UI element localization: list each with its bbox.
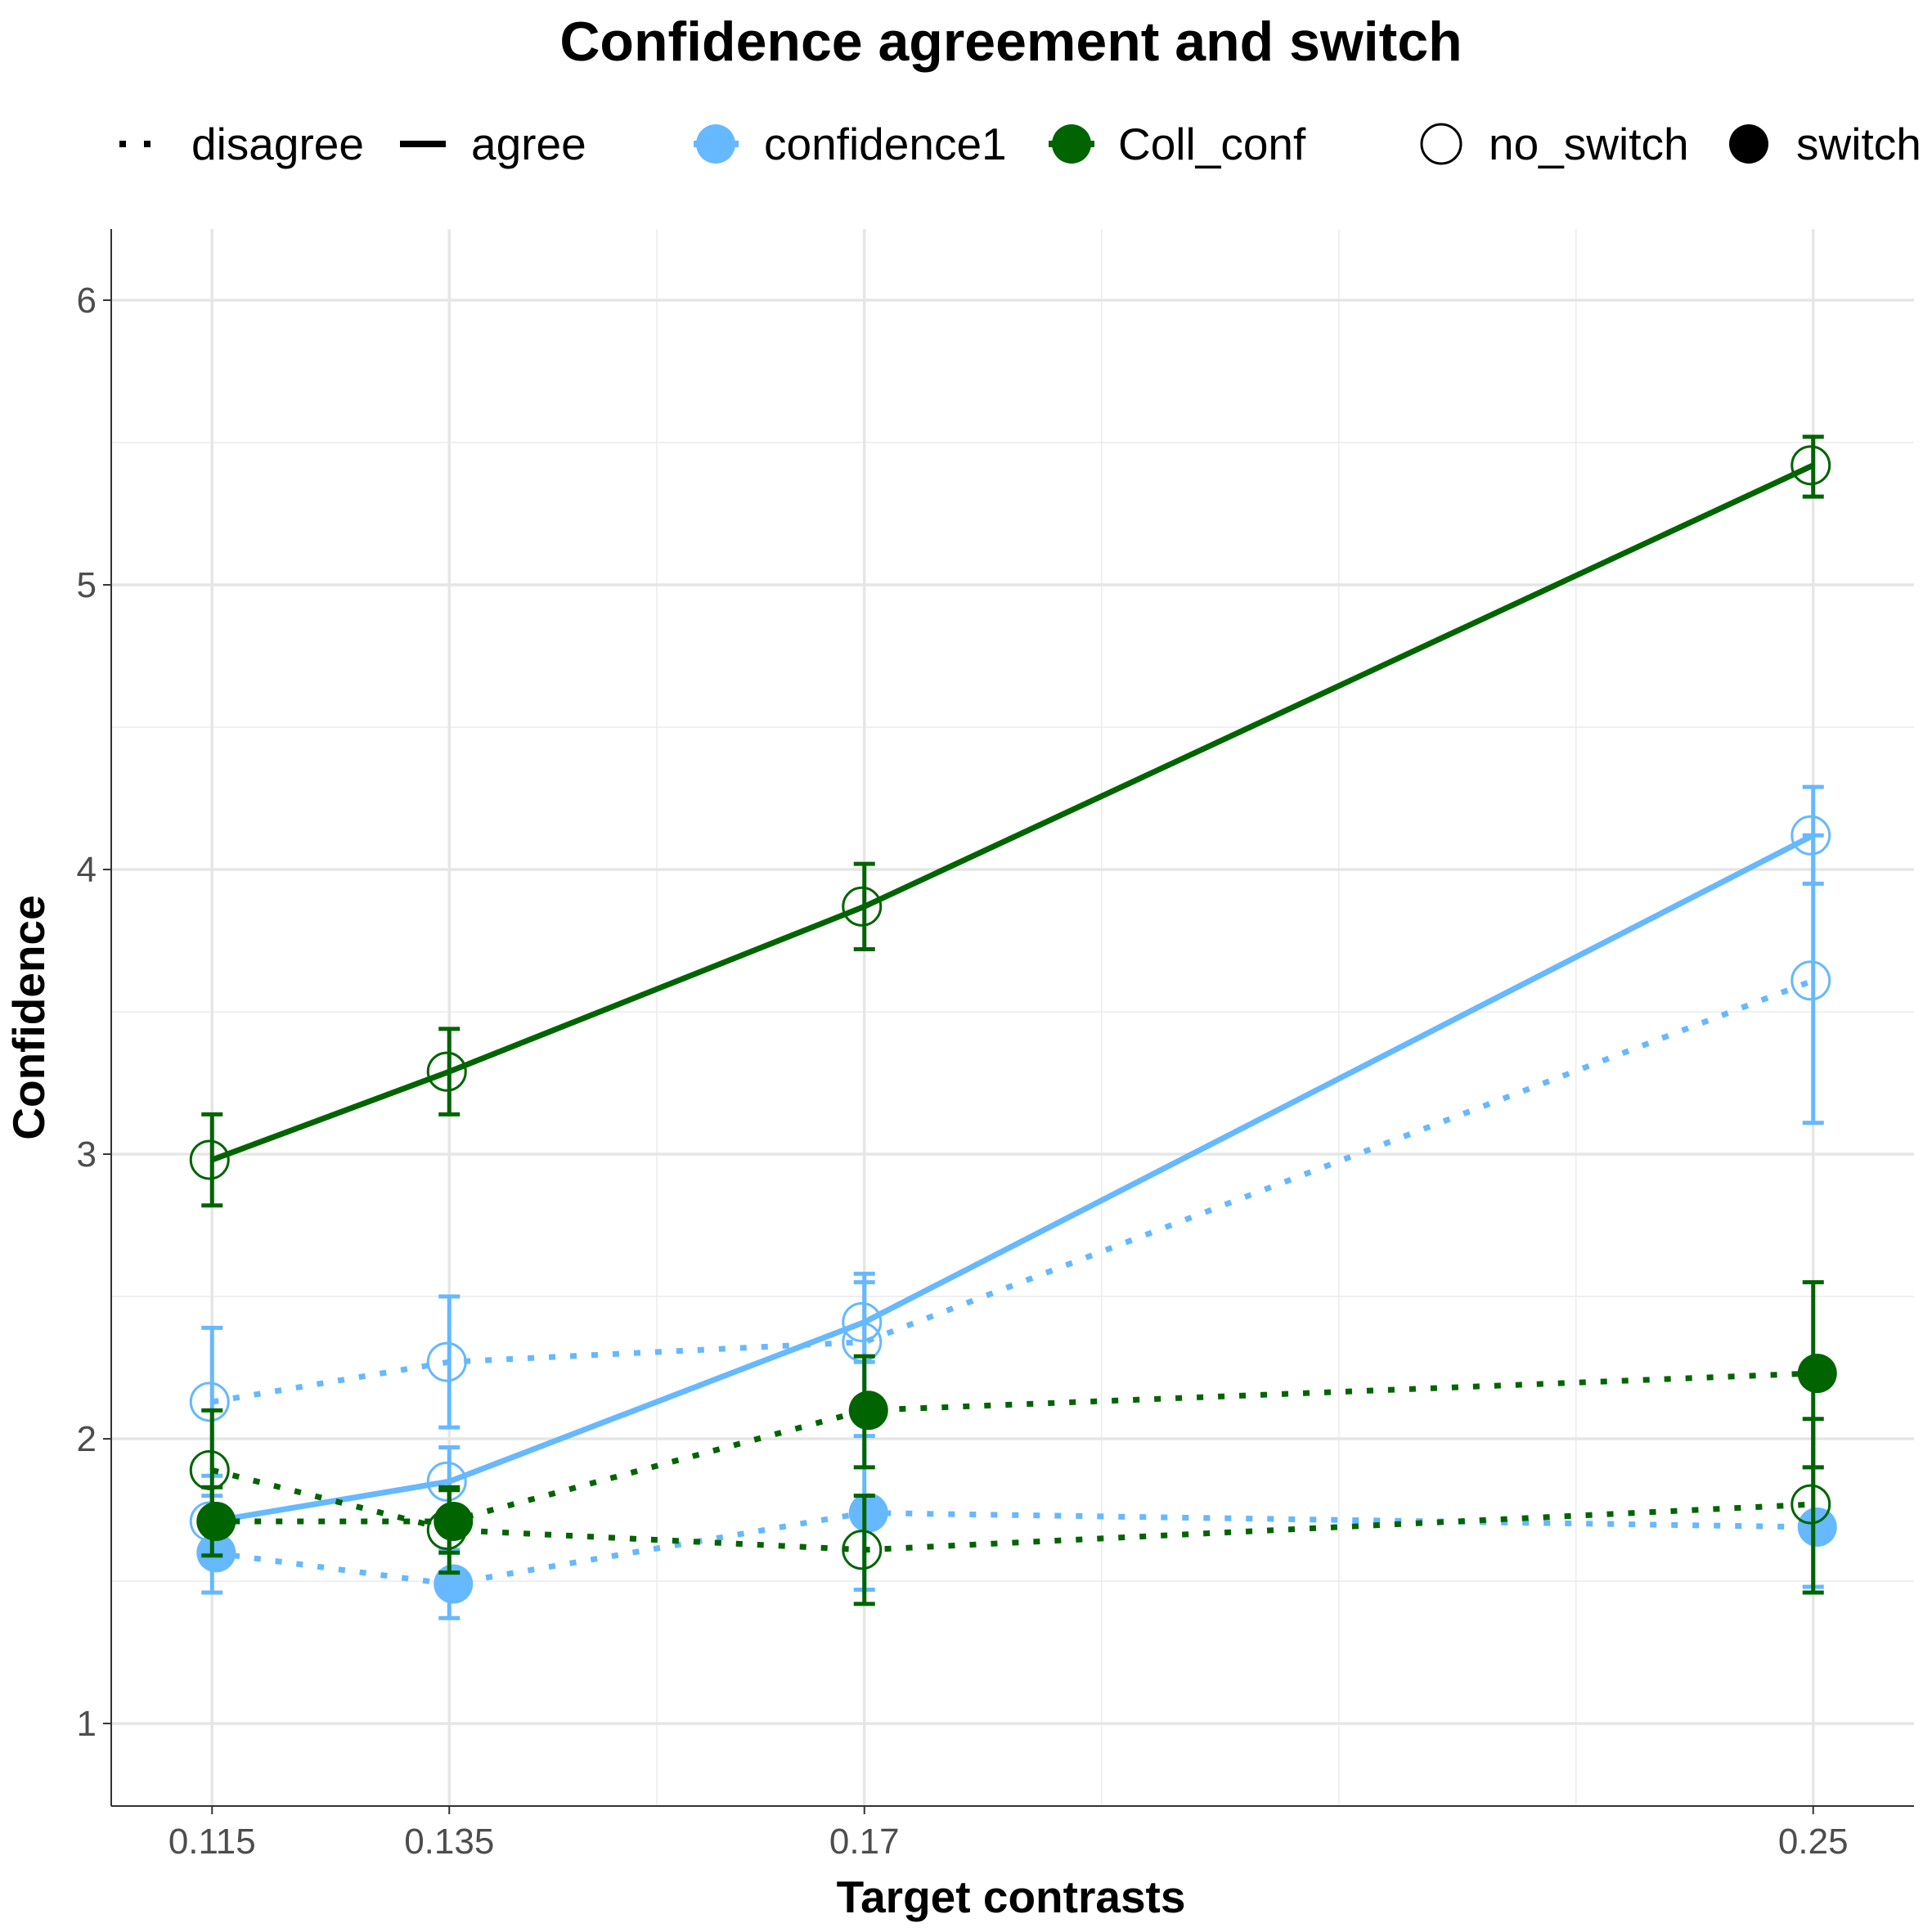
data-point-switch — [196, 1533, 236, 1573]
data-point-switch — [1797, 1354, 1837, 1394]
series-line — [211, 833, 1815, 1525]
data-point-switch — [196, 1501, 236, 1541]
data-point-no-switch — [426, 1051, 467, 1092]
grid — [111, 229, 1914, 1806]
y-tick-label: 5 — [77, 565, 97, 605]
legend-key-no-switch — [1420, 123, 1462, 165]
x-tick-label: 0.17 — [829, 1822, 900, 1862]
data-point-no-switch — [189, 1382, 230, 1422]
legend-item-disagree: disagree — [119, 119, 364, 169]
data-point-no-switch — [426, 1341, 467, 1382]
legend: disagree agree confidence1 Coll_conf no_… — [119, 119, 1921, 169]
data-point-no-switch — [842, 1530, 883, 1570]
data-point-no-switch — [842, 1301, 883, 1342]
y-axis-title: Confidence — [3, 895, 54, 1139]
legend-label-confidence1: confidence1 — [764, 119, 1007, 169]
y-tick-label: 6 — [77, 281, 97, 321]
legend-item-no-switch: no_switch — [1420, 119, 1689, 169]
legend-item-agree: agree — [400, 119, 586, 169]
legend-label-disagree: disagree — [191, 119, 364, 169]
data-point-no-switch — [1790, 815, 1831, 856]
chart-title: Confidence agreement and switch — [559, 11, 1462, 73]
legend-label-agree: agree — [471, 119, 586, 169]
data-point-no-switch — [426, 1461, 467, 1502]
legend-item-switch: switch — [1729, 119, 1921, 169]
x-tick-label: 0.25 — [1778, 1822, 1849, 1862]
data-point-switch — [848, 1493, 888, 1533]
data-point-no-switch — [189, 1449, 230, 1490]
series-Coll_conf-agree-no_switch — [189, 434, 1831, 1208]
y-tick-label: 4 — [77, 850, 97, 890]
series-Coll_conf-disagree-switch — [196, 1280, 1837, 1558]
series-line — [211, 1510, 1813, 1588]
legend-label-coll-conf: Coll_conf — [1118, 119, 1306, 169]
series — [189, 434, 1837, 1620]
ticks: 1 2 3 4 5 6 0.115 0.135 0.17 0.25 — [77, 281, 1849, 1862]
series-line — [211, 1467, 1813, 1553]
y-tick-label: 1 — [77, 1704, 97, 1744]
legend-key-coll-conf-dot — [1052, 124, 1091, 164]
legend-label-switch: switch — [1796, 119, 1921, 169]
x-tick-label: 0.135 — [404, 1822, 494, 1862]
series-confidence1-agree-no_switch — [189, 784, 1831, 1549]
y-tick-label: 3 — [77, 1134, 97, 1175]
data-point-switch — [434, 1501, 474, 1541]
series-line — [211, 977, 1814, 1405]
data-point-no-switch — [1790, 445, 1831, 486]
legend-key-switch — [1729, 124, 1768, 164]
legend-key-confidence1-dot — [696, 124, 735, 164]
data-point-switch — [434, 1564, 474, 1604]
data-point-switch — [1797, 1507, 1837, 1547]
series-line — [211, 462, 1815, 1163]
legend-label-no-switch: no_switch — [1489, 119, 1689, 169]
data-point-no-switch — [842, 886, 883, 927]
legend-item-confidence1: confidence1 — [694, 119, 1007, 169]
data-point-no-switch — [842, 1322, 883, 1363]
axes — [110, 229, 1914, 1807]
y-tick-label: 2 — [77, 1419, 97, 1459]
legend-item-coll-conf: Coll_conf — [1049, 119, 1306, 169]
x-axis-title: Target contrasts — [837, 1871, 1186, 1922]
data-point-no-switch — [1790, 960, 1831, 1001]
x-tick-label: 0.115 — [168, 1822, 256, 1862]
data-point-no-switch — [1790, 1484, 1831, 1525]
series-line — [212, 1370, 1813, 1525]
data-point-no-switch — [189, 1139, 230, 1180]
data-point-switch — [848, 1391, 888, 1431]
